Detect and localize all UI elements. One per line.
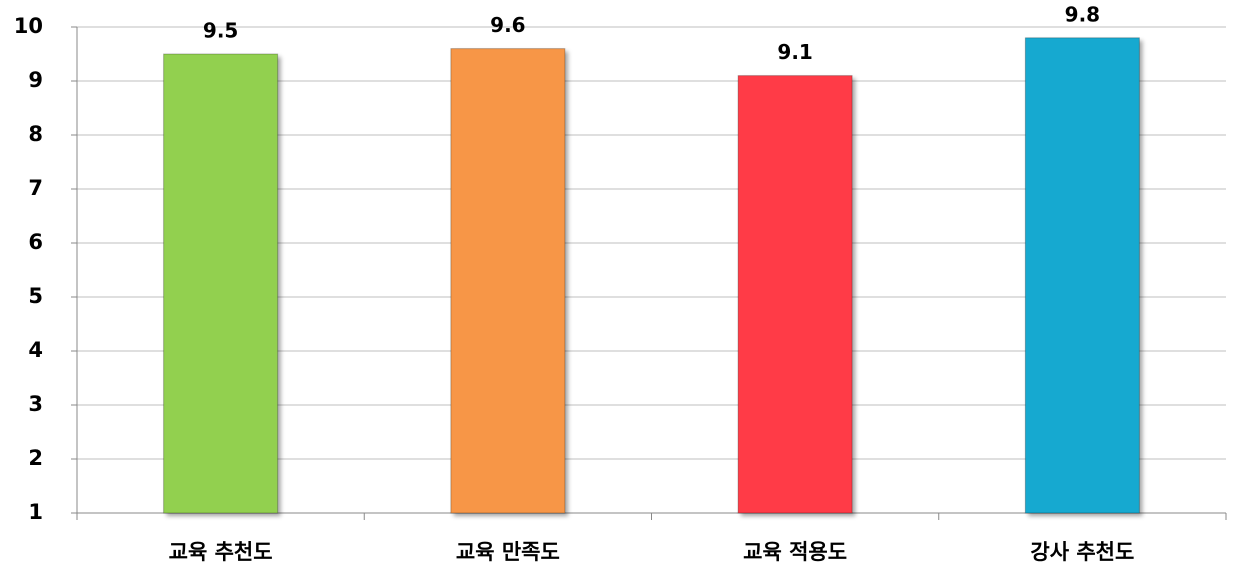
- x-tick-label: 교육 추천도: [169, 540, 273, 564]
- bar: [163, 53, 279, 514]
- y-tick-label: 7: [28, 176, 43, 200]
- y-tick-label: 3: [28, 392, 43, 416]
- x-tick-label: 교육 만족도: [456, 540, 560, 564]
- y-tick-label: 9: [28, 68, 43, 92]
- value-label: 9.5: [203, 19, 238, 43]
- y-tick-label: 10: [14, 14, 43, 38]
- x-tick-label: 강사 추천도: [1030, 540, 1134, 564]
- y-tick-label: 6: [28, 230, 43, 254]
- bar: [450, 48, 566, 514]
- y-tick-label: 2: [28, 446, 43, 470]
- value-label: 9.6: [490, 13, 525, 37]
- value-label: 9.1: [777, 40, 812, 64]
- bar: [1024, 37, 1140, 514]
- value-label: 9.8: [1065, 2, 1100, 26]
- y-tick-label: 5: [28, 284, 43, 308]
- y-tick-label: 8: [28, 122, 43, 146]
- y-tick-label: 1: [28, 500, 43, 524]
- x-tick-label: 교육 적용도: [743, 540, 847, 564]
- y-tick-label: 4: [28, 338, 43, 362]
- bar: [737, 75, 853, 514]
